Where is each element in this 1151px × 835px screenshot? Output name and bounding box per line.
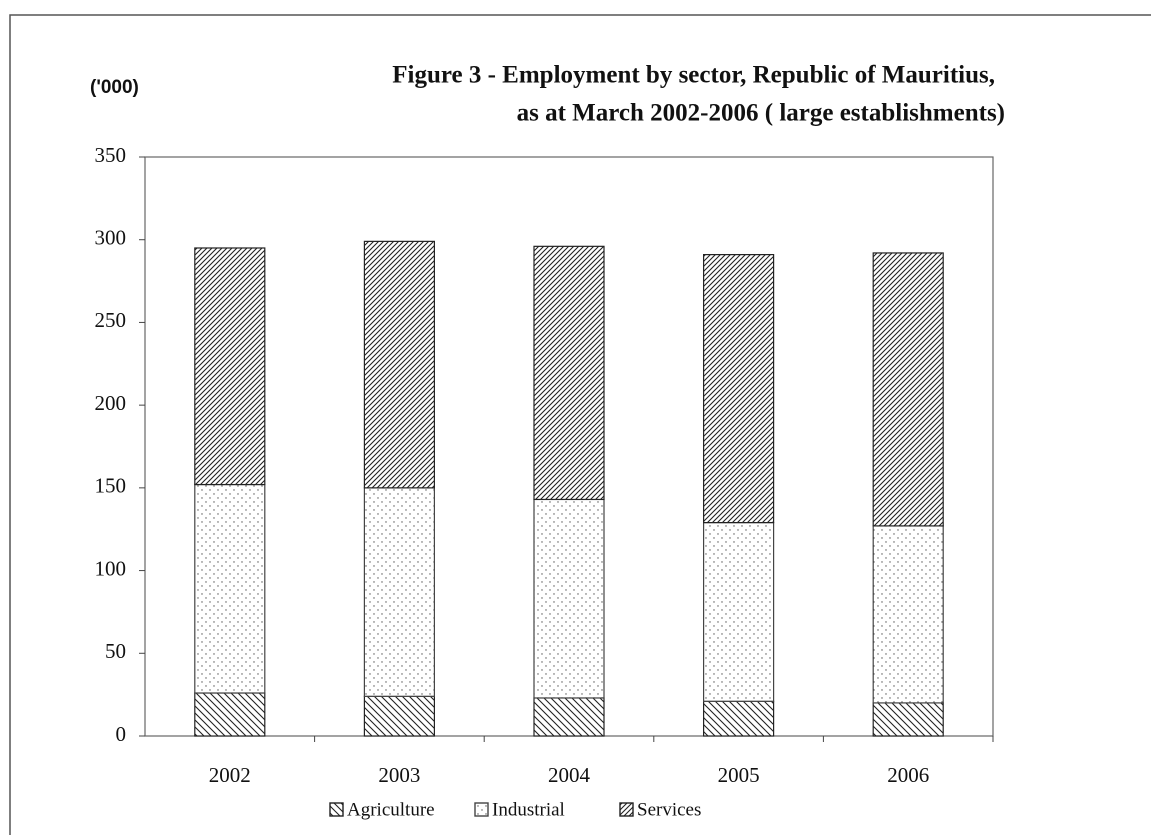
x-tick-label: 2006 — [887, 763, 929, 787]
x-tick-label: 2002 — [209, 763, 251, 787]
bar-segment — [702, 521, 775, 702]
bar-segment — [194, 483, 266, 694]
legend-swatch — [329, 802, 344, 817]
bar-segment — [872, 702, 944, 737]
bar-segment — [363, 487, 435, 697]
bar-segment — [194, 692, 266, 737]
bar-segment — [702, 700, 775, 737]
x-tick-label: 2005 — [718, 763, 760, 787]
y-tick-label: 150 — [95, 474, 127, 498]
legend-swatch — [619, 802, 634, 817]
y-tick-label: 100 — [95, 556, 127, 580]
bar-segment — [533, 498, 605, 699]
frame — [9, 14, 1151, 835]
y-unit-label: ('000) — [90, 77, 139, 98]
y-tick-label: 250 — [95, 308, 127, 332]
x-tick-label: 2004 — [548, 763, 591, 787]
bar-segment — [872, 252, 944, 527]
legend-label: Services — [637, 799, 701, 820]
chart-title: as at March 2002-2006 ( large establishm… — [517, 100, 1005, 127]
x-tick-label: 2003 — [378, 763, 420, 787]
bar-segment — [533, 697, 605, 737]
bar-segment — [194, 247, 266, 486]
y-tick-label: 200 — [95, 391, 127, 415]
chart-title: Figure 3 - Employment by sector, Republi… — [392, 62, 995, 89]
y-tick-label: 300 — [95, 226, 127, 250]
bar-segment — [702, 254, 775, 524]
bar-segment — [363, 240, 435, 489]
bar-segment — [363, 695, 435, 737]
bar-segment — [533, 245, 605, 501]
legend-label: Industrial — [492, 799, 565, 820]
y-tick-label: 350 — [95, 143, 127, 167]
legend-label: Agriculture — [347, 799, 435, 820]
y-tick-label: 50 — [105, 639, 126, 663]
legend-swatch — [474, 802, 489, 817]
bar-segment — [872, 525, 944, 704]
y-tick-label: 0 — [116, 722, 127, 746]
